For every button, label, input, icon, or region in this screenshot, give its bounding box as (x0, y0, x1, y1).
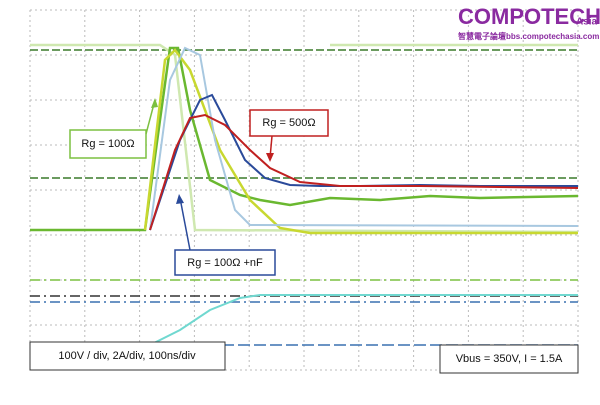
callout-box (249, 109, 329, 137)
callout-box (69, 129, 147, 159)
waveforms (30, 43, 579, 346)
callouts: Rg = 100Ω Rg = 500Ω Rg = 100Ω +nF (69, 98, 329, 276)
brand-suffix: Asia (576, 17, 598, 28)
info-box (29, 341, 226, 371)
annotation: Rg = 100Ω (81, 138, 134, 150)
site: 智慧電子論壇bbs.compotechasia.com (458, 31, 599, 41)
annotation: Rg = 100Ω +nF (187, 257, 263, 269)
brand: COMPOTECH (458, 4, 600, 29)
info-box (439, 344, 579, 374)
scale-text: 100V / div, 2A/div, 100ns/div (58, 350, 196, 362)
conditions-text: Vbus = 350V, I = 1.5A (456, 353, 563, 365)
annotation: Rg = 500Ω (262, 117, 315, 129)
callout-box (174, 249, 276, 276)
